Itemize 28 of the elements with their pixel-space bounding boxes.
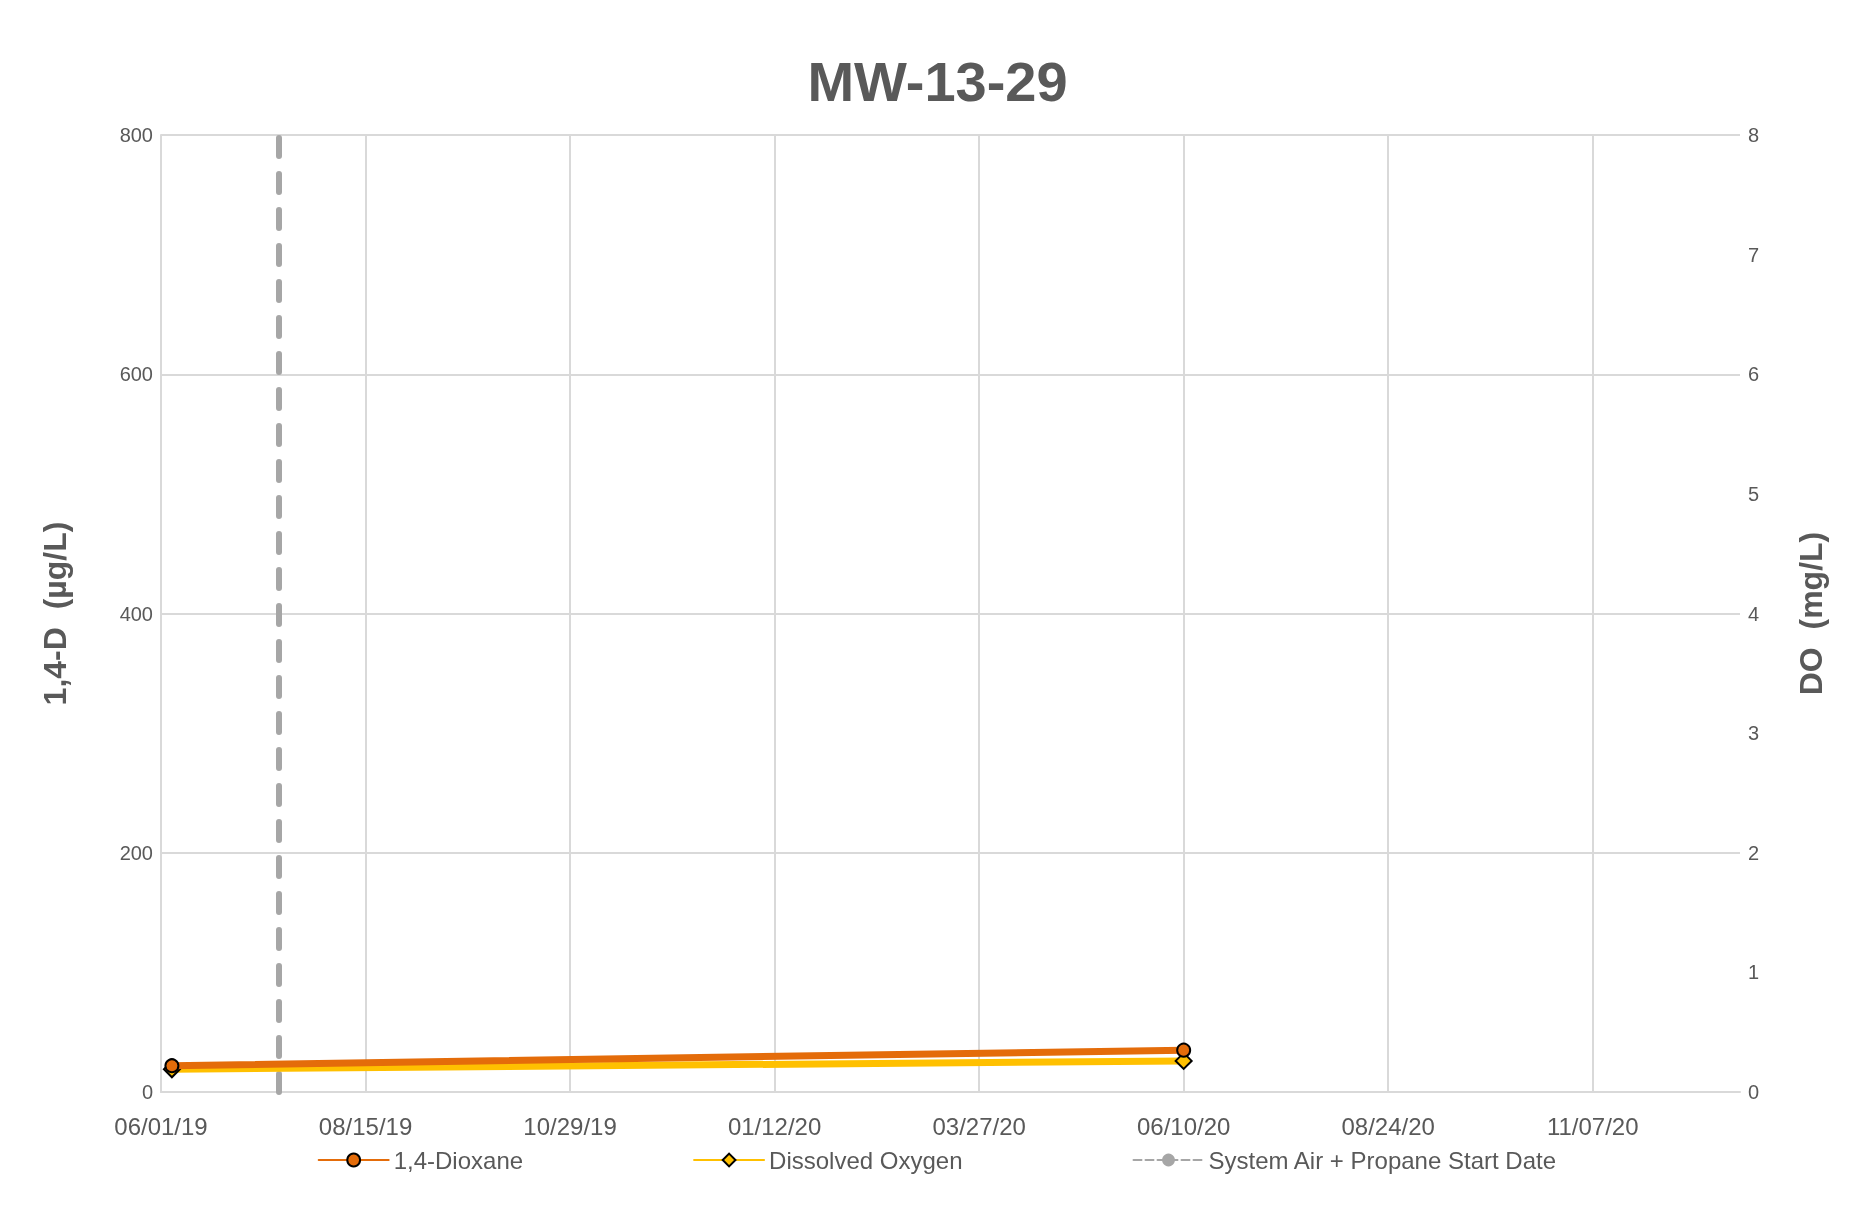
x-tick-label: 10/29/19 <box>523 1112 617 1140</box>
y2-tick-label: 2 <box>1748 841 1760 864</box>
legend-label: Dissolved Oxygen <box>769 1146 963 1174</box>
y-tick-label: 200 <box>119 841 153 864</box>
y-tick-label: 400 <box>119 602 153 625</box>
x-tick-label: 01/12/20 <box>727 1112 822 1140</box>
y-tick-label: 0 <box>141 1081 153 1103</box>
x-tick-label: 06/01/19 <box>114 1112 208 1140</box>
y-tick-label: 800 <box>119 124 153 146</box>
y2-tick-label: 0 <box>1748 1081 1760 1103</box>
x-tick-label: 03/27/20 <box>932 1112 1026 1140</box>
y2-tick-label: 7 <box>1748 243 1760 266</box>
y2-tick-label: 3 <box>1748 722 1760 745</box>
x-tick-label: 06/10/20 <box>1136 1112 1231 1140</box>
x-tick-label: 08/15/19 <box>318 1112 413 1140</box>
y-axis-title: 1,4-D (µg/L) <box>37 521 73 706</box>
y2-tick-label: 6 <box>1748 363 1760 386</box>
y2-tick-label: 8 <box>1748 124 1760 146</box>
y-tick-label: 600 <box>119 363 153 386</box>
chart-title: MW-13-29 <box>807 49 1068 113</box>
y2-tick-label: 5 <box>1748 482 1760 505</box>
x-tick-label: 08/24/20 <box>1341 1112 1435 1140</box>
y2-axis-title: DO (mg/L) <box>1793 531 1829 696</box>
legend-label: System Air + Propane Start Date <box>1208 1146 1556 1174</box>
y2-tick-label: 4 <box>1748 602 1760 625</box>
x-tick-label: 11/07/20 <box>1546 1112 1639 1140</box>
legend-label: 1,4-Dioxane <box>393 1146 524 1174</box>
y2-tick-label: 1 <box>1748 961 1760 984</box>
